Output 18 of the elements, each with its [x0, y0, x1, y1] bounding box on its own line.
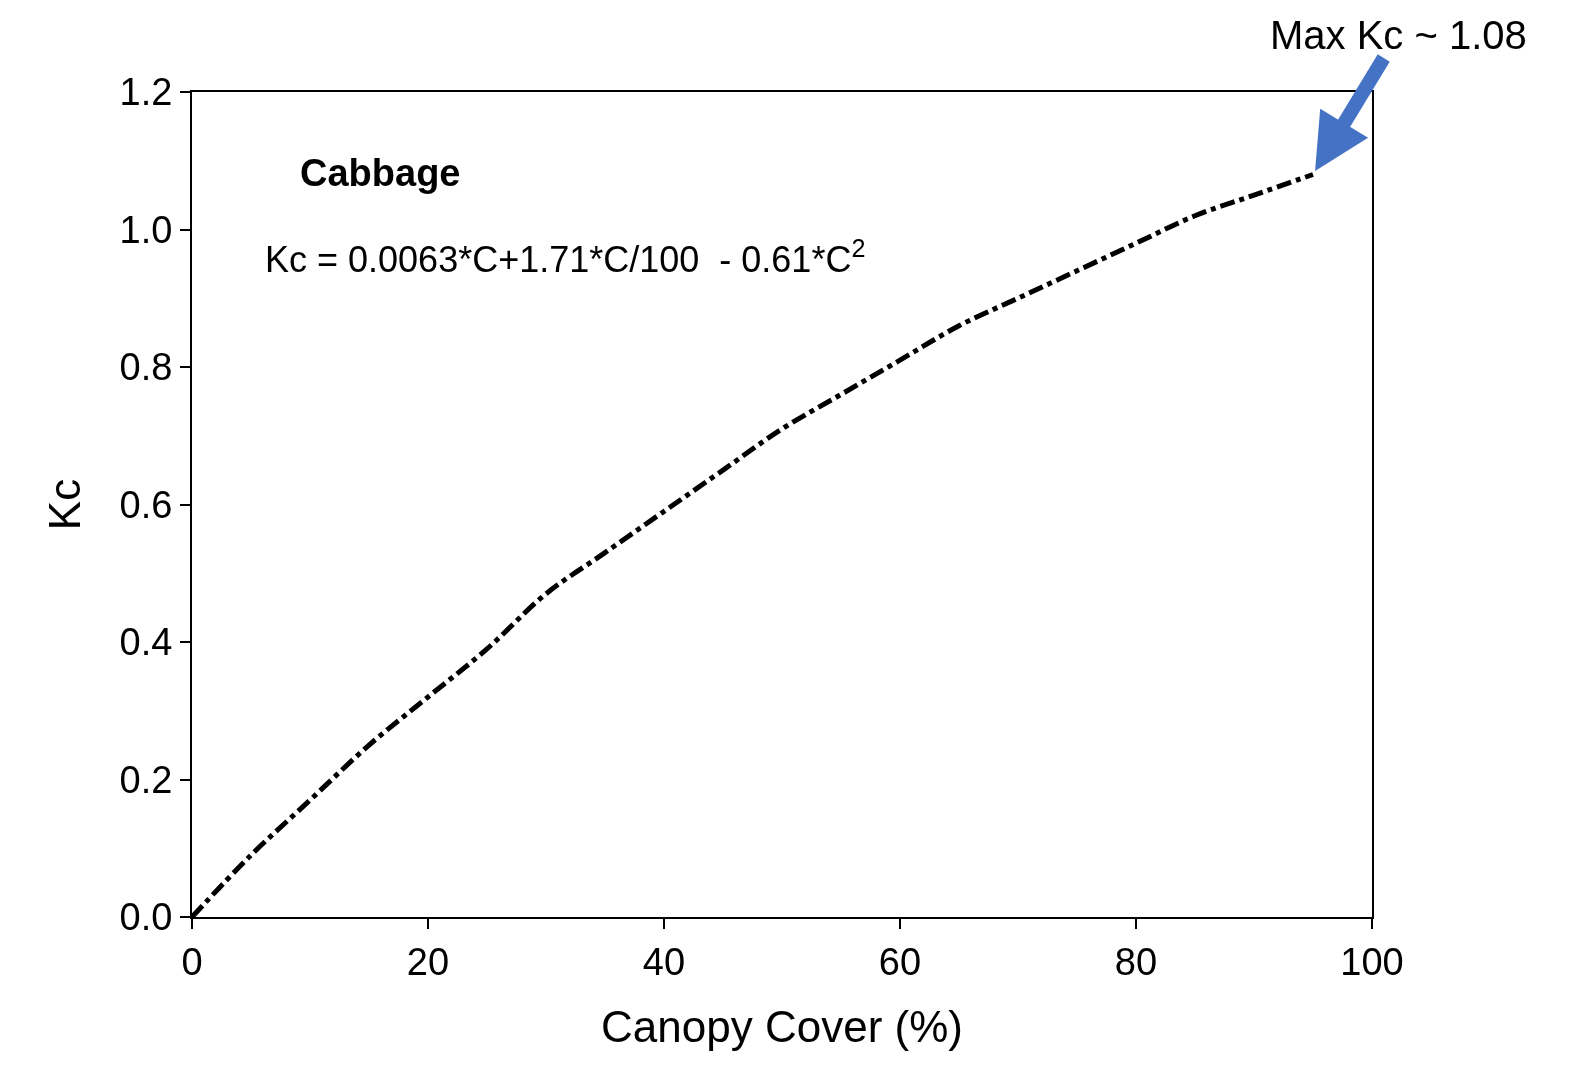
y-tick-label: 0.4	[119, 621, 173, 664]
y-tick-label: 1.2	[119, 71, 173, 114]
annotation: Cabbage	[300, 152, 461, 194]
annotation: Kc = 0.0063*C+1.71*C/100 - 0.61*C$^{2}$	[265, 234, 866, 281]
x-tick-label: 20	[406, 940, 450, 983]
y-tick-label: 0.2	[119, 758, 173, 801]
annotation: Max Kc ~ 1.08	[1270, 13, 1527, 57]
y-tick-label: 1.0	[119, 208, 173, 251]
y-tick-label: 0.6	[119, 483, 173, 526]
x-tick-label: 0	[181, 940, 203, 983]
y-tick-label: 0.8	[119, 346, 173, 389]
y-tick-label: 0.0	[119, 896, 173, 939]
x-tick-label: 80	[1114, 940, 1158, 983]
x-axis-title: Canopy Cover (%)	[601, 1002, 963, 1052]
y-axis-title: Kc	[40, 478, 90, 531]
x-tick-label: 60	[878, 940, 922, 983]
x-tick-label: 40	[642, 940, 686, 983]
x-tick-label: 100	[1340, 940, 1404, 983]
